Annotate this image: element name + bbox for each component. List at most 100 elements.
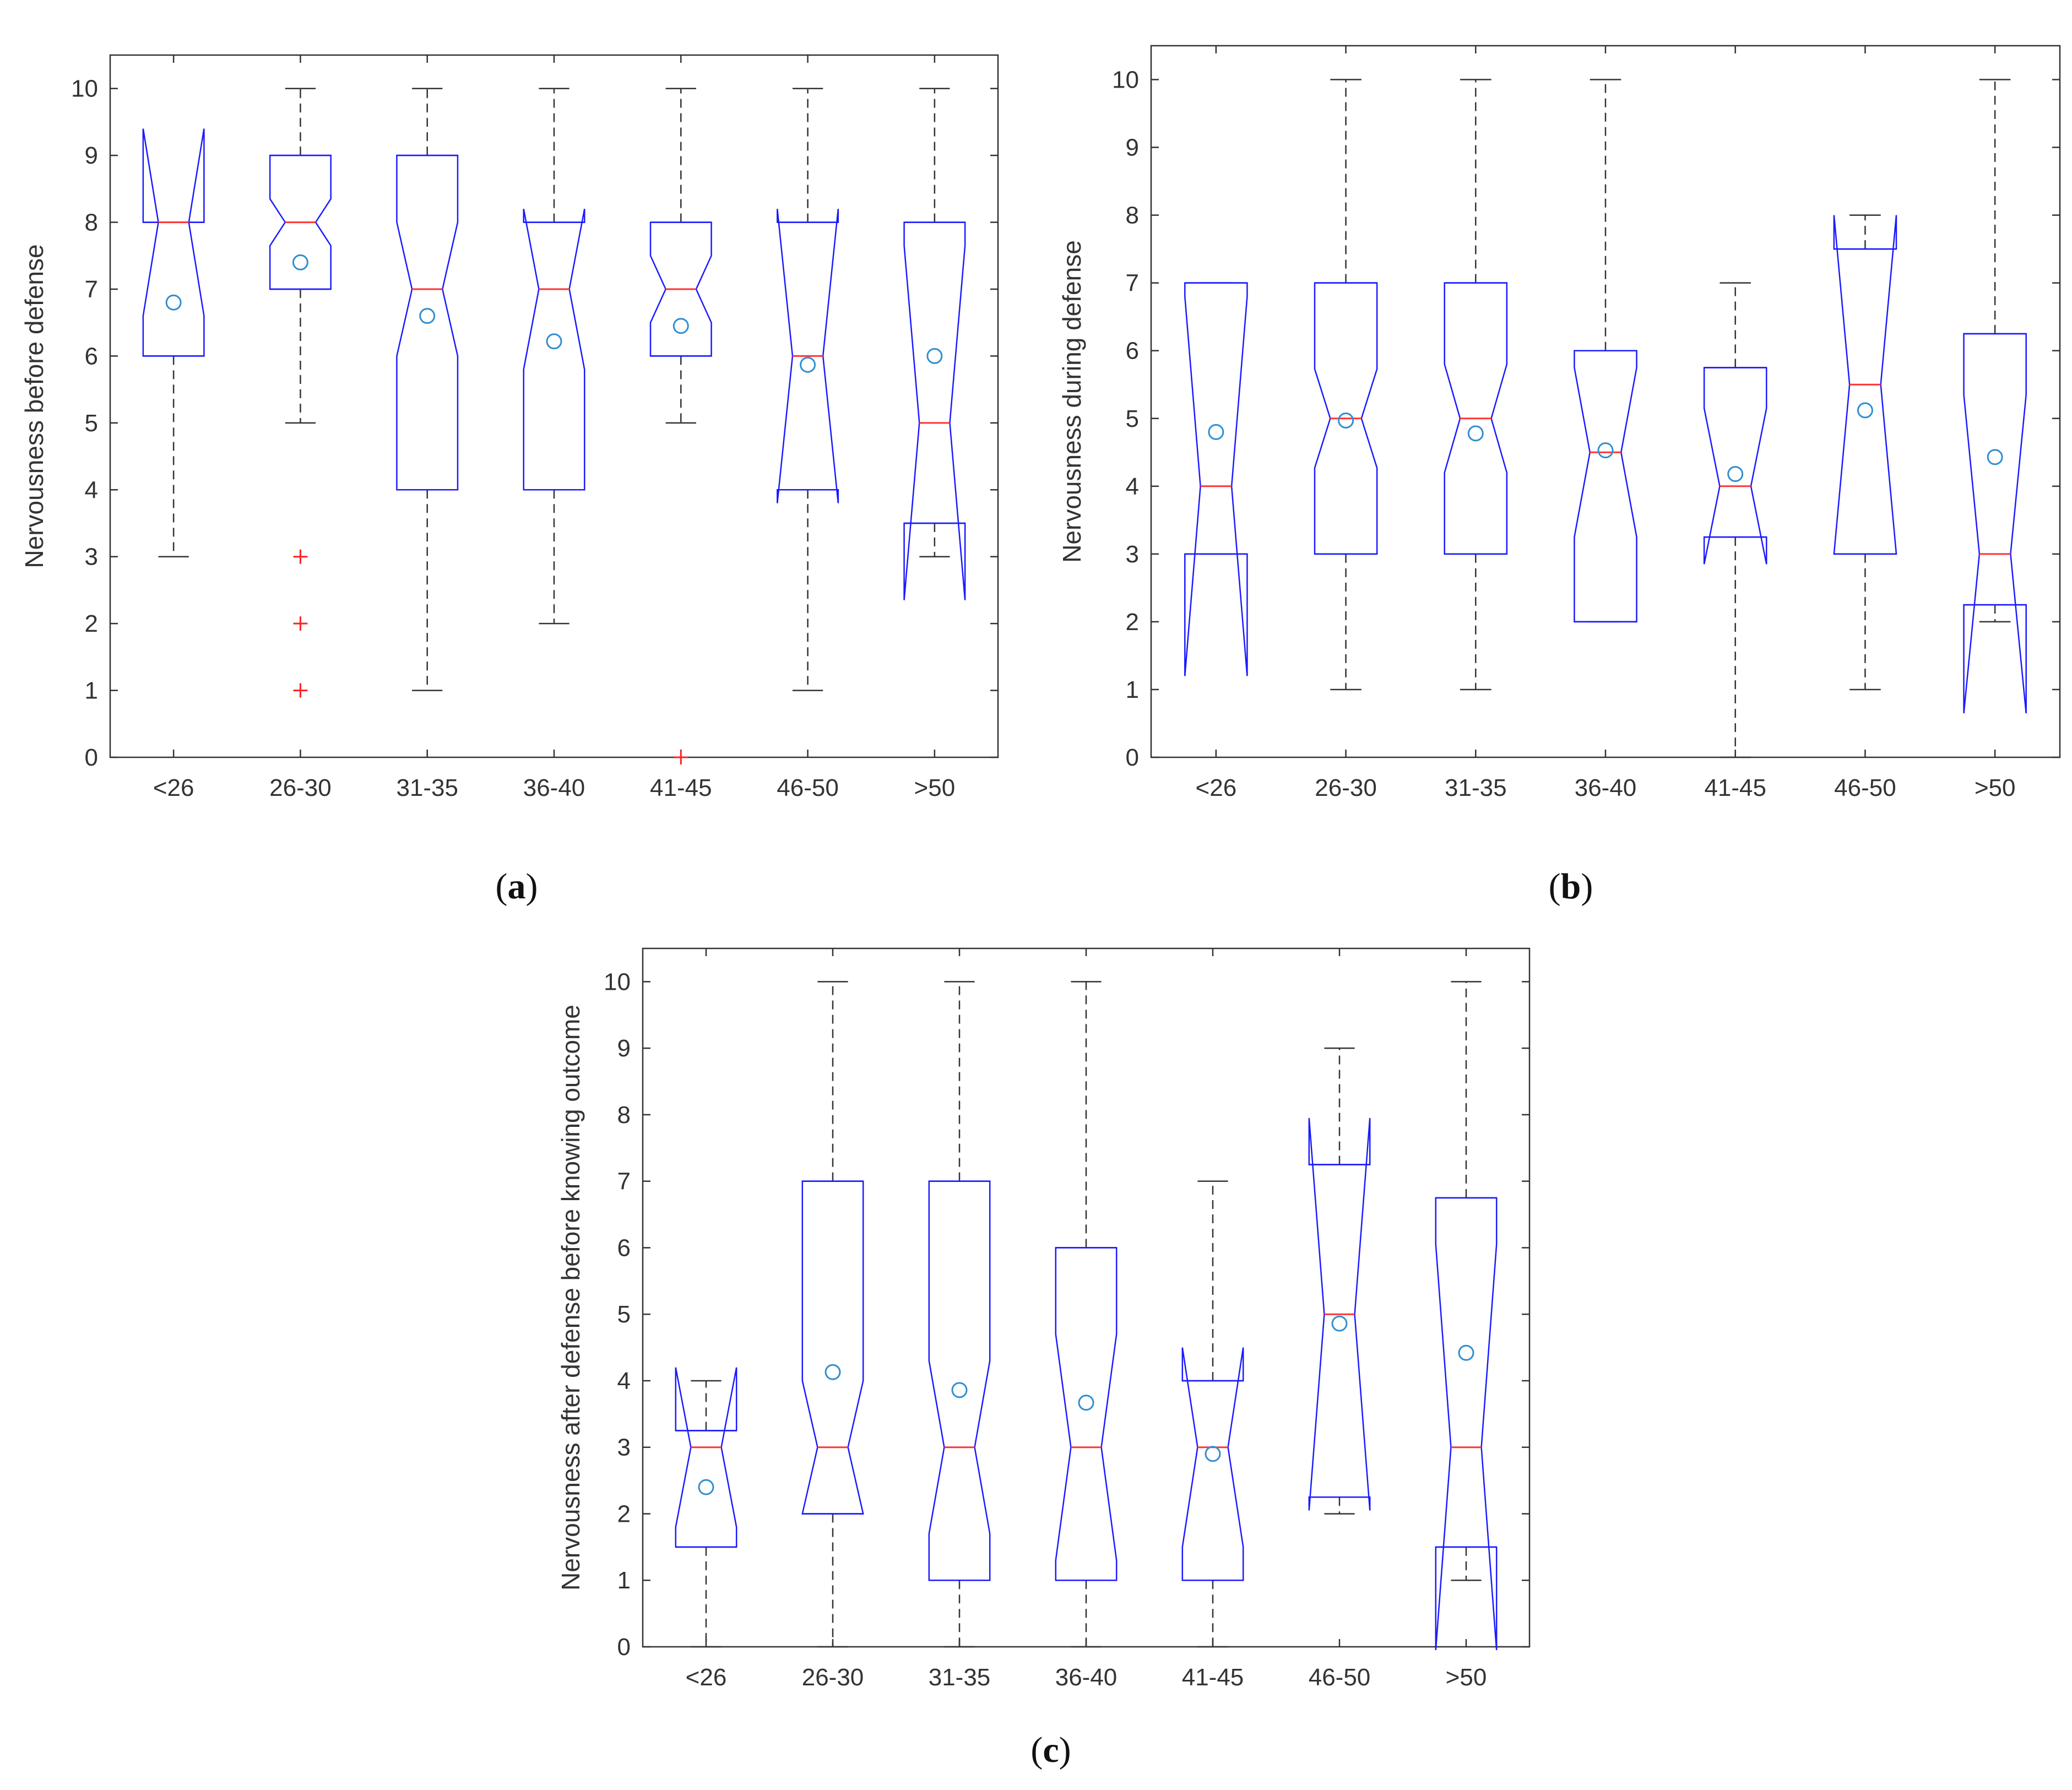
x-tick-label: 36-40	[1055, 1664, 1118, 1691]
x-tick-label: 31-35	[396, 774, 458, 801]
box-41-45: 41-45	[1703, 46, 1767, 801]
outlier-marker	[674, 750, 688, 764]
y-tick-label: 2	[85, 610, 98, 637]
box-36-40: 36-40	[523, 55, 585, 801]
y-tick-label: 8	[617, 1102, 631, 1129]
box-26-30: 26-30	[1314, 46, 1378, 801]
x-tick-label: 41-45	[650, 774, 712, 801]
box-46-50: 46-50	[777, 55, 839, 801]
x-tick-label: 36-40	[523, 774, 585, 801]
y-tick-label: 6	[1126, 338, 1139, 365]
y-tick-label: 10	[604, 968, 631, 995]
x-tick-label: 46-50	[777, 774, 839, 801]
x-tick-label: >50	[1446, 1664, 1487, 1691]
mean-marker	[1987, 449, 2003, 465]
x-tick-label: 26-30	[1315, 774, 1377, 801]
chart-a: 0 1 2 3 4 5 6 7 8 9 10 Nervousness before defense <2…	[20, 54, 999, 801]
box-31-35: 31-35	[396, 55, 459, 801]
x-tick-label: 31-35	[1445, 774, 1507, 801]
x-tick-label: 41-45	[1182, 1664, 1244, 1691]
caption-b-label: b	[1560, 866, 1581, 907]
y-tick-label: 0	[1126, 744, 1139, 771]
y-tick-label: 1	[85, 677, 98, 704]
mean-marker	[1467, 425, 1484, 442]
y-tick-label: 10	[1112, 67, 1139, 94]
box-<26: <26	[142, 55, 205, 801]
x-tick-label: 46-50	[1834, 774, 1896, 801]
box-36-40: 36-40	[1574, 46, 1637, 801]
mean-marker	[926, 348, 943, 364]
notched-box	[1574, 350, 1637, 623]
mean-marker	[1857, 402, 1873, 419]
mean-marker	[1208, 424, 1224, 440]
outlier-marker	[293, 683, 308, 698]
box-36-40: 36-40	[1055, 948, 1118, 1691]
mean-marker	[1727, 466, 1744, 482]
mean-marker	[1458, 1344, 1474, 1361]
box-26-30: 26-30	[269, 55, 332, 801]
y-tick-label: 4	[85, 476, 98, 503]
y-tick-label: 10	[71, 75, 98, 102]
y-tick-label: 9	[617, 1035, 631, 1062]
y-tick-label: 4	[617, 1368, 631, 1395]
x-tick-label: 26-30	[269, 774, 332, 801]
notched-box	[928, 1180, 991, 1581]
x-tick-label: 41-45	[1704, 774, 1766, 801]
notched-box	[801, 1180, 864, 1515]
y-tick-label: 9	[1126, 134, 1139, 161]
mean-marker	[292, 254, 308, 270]
caption-c-label: c	[1043, 1730, 1059, 1770]
y-tick-label: 7	[85, 276, 98, 303]
y-tick-label: 6	[617, 1234, 631, 1261]
mean-marker	[951, 1382, 968, 1398]
box-41-45: 41-45	[649, 55, 712, 801]
outlier-marker	[293, 549, 308, 564]
chart-b: 0 1 2 3 4 5 6 7 8 9 10 Nervousness during defense <2…	[1057, 45, 2061, 801]
x-tick-label: 31-35	[929, 1664, 991, 1691]
mean-marker	[1338, 412, 1354, 428]
box->50: >50	[1435, 948, 1498, 1691]
y-tick-label: 3	[617, 1434, 631, 1461]
outlier-marker	[293, 616, 308, 631]
y-tick-label: 8	[85, 209, 98, 236]
y-tick-label: 0	[617, 1634, 631, 1661]
y-tick-label: 7	[617, 1168, 631, 1195]
plot-frame	[1150, 45, 2061, 758]
box-26-30: 26-30	[801, 948, 864, 1691]
y-tick-label: 5	[617, 1301, 631, 1328]
caption-b: (b)	[1548, 866, 1593, 907]
x-tick-label: >50	[1975, 774, 2016, 801]
x-tick-label: <26	[1196, 774, 1237, 801]
chart-c: 0 1 2 3 4 5 6 7 8 9 10 Nervousness after defense be…	[556, 947, 1531, 1691]
notched-box	[142, 128, 205, 357]
mean-marker	[698, 1479, 714, 1495]
notched-box	[1055, 1247, 1118, 1581]
x-tick-label: <26	[153, 774, 194, 801]
y-axis-label: Nervousness during defense	[1057, 240, 1086, 563]
notched-box	[1703, 367, 1767, 565]
caption-a-label: a	[507, 866, 526, 907]
caption-c: (c)	[1030, 1730, 1071, 1770]
box->50: >50	[903, 55, 966, 801]
notched-box	[1184, 282, 1248, 676]
mean-marker	[800, 356, 816, 373]
mean-marker	[419, 308, 436, 324]
notched-box	[1435, 1197, 1498, 1651]
y-tick-label: 9	[85, 142, 98, 169]
box-31-35: 31-35	[928, 948, 991, 1691]
y-tick-label: 0	[85, 744, 98, 771]
y-axis-label: Nervousness after defense before knowing…	[556, 1005, 585, 1591]
notched-box	[1181, 1347, 1244, 1581]
mean-marker	[546, 333, 562, 350]
mean-marker	[672, 318, 689, 334]
x-tick-label: 36-40	[1575, 774, 1637, 801]
x-tick-label: 46-50	[1309, 1664, 1371, 1691]
y-tick-label: 6	[85, 343, 98, 370]
mean-marker	[825, 1364, 841, 1380]
mean-marker	[1078, 1395, 1094, 1411]
mean-marker	[1597, 442, 1614, 459]
y-tick-label: 1	[617, 1567, 631, 1594]
box-<26: <26	[675, 948, 737, 1691]
box-46-50: 46-50	[1308, 948, 1371, 1691]
y-tick-label: 1	[1126, 676, 1139, 703]
